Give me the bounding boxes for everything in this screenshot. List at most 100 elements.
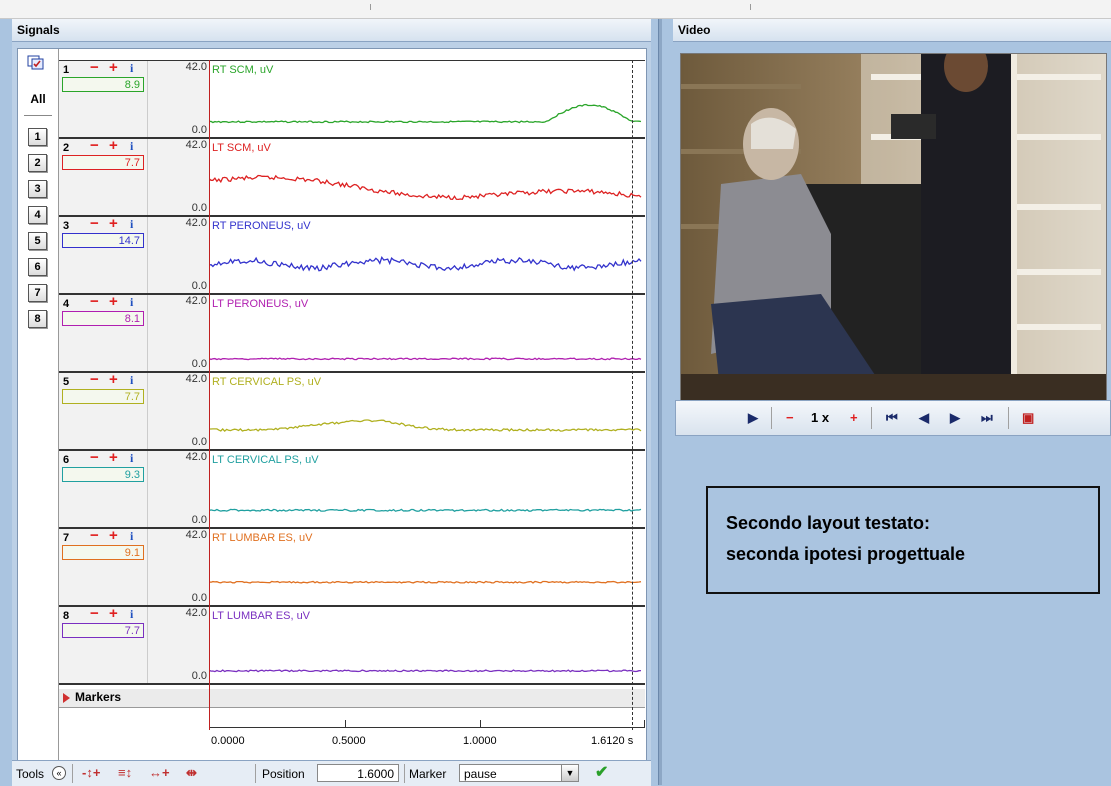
channel-value: 9.1	[62, 545, 144, 560]
playback-cursor[interactable]	[209, 60, 210, 730]
channel-label: RT PERONEUS, uV	[212, 220, 311, 232]
scale-max: 42.0	[185, 529, 207, 541]
channel-plot[interactable]: RT PERONEUS, uV	[209, 217, 645, 293]
channel-trace	[209, 419, 642, 432]
plus-icon[interactable]: +	[109, 605, 118, 622]
trace-line	[209, 419, 642, 432]
scale-min: 0.0	[191, 202, 207, 214]
expand-markers-icon[interactable]	[63, 693, 70, 703]
channel-label: LT CERVICAL PS, uV	[212, 454, 319, 466]
channel-scale: 42.0 0.0	[147, 373, 210, 449]
annotation-box: Secondo layout testato: seconda ipotesi …	[706, 486, 1100, 594]
step-back-icon[interactable]: ◀︎	[919, 410, 929, 425]
channel-plot[interactable]: LT CERVICAL PS, uV	[209, 451, 645, 527]
fit-horizontal-icon[interactable]: ⇹	[186, 765, 197, 780]
toolbar-separator	[72, 764, 73, 783]
plus-icon[interactable]: +	[109, 527, 118, 544]
channel-button-6[interactable]: 6	[28, 258, 47, 276]
markers-row[interactable]: Markers	[59, 689, 645, 708]
scale-max: 42.0	[185, 373, 207, 385]
scale-min: 0.0	[191, 514, 207, 526]
plus-icon[interactable]: +	[850, 410, 858, 425]
minus-icon[interactable]: −	[90, 59, 99, 76]
minus-icon[interactable]: −	[90, 371, 99, 388]
position-input[interactable]: 1.6000	[317, 764, 399, 782]
channel-controls: 5 − + i 7.7	[59, 371, 147, 449]
channel-plot[interactable]: LT SCM, uV	[209, 139, 645, 215]
info-icon[interactable]: i	[130, 217, 134, 231]
channel-plot[interactable]: LT LUMBAR ES, uV	[209, 607, 645, 683]
channel-scale: 42.0 0.0	[147, 529, 210, 605]
channel-plot[interactable]: RT LUMBAR ES, uV	[209, 529, 645, 605]
channel-plot[interactable]: RT CERVICAL PS, uV	[209, 373, 645, 449]
expand-vertical-icon[interactable]: -↕+	[82, 765, 101, 780]
channel-button-1[interactable]: 1	[28, 128, 47, 146]
check-icon[interactable]: ✔	[595, 764, 609, 781]
minus-icon[interactable]: −	[90, 605, 99, 622]
plus-icon[interactable]: +	[109, 293, 118, 310]
panel-splitter[interactable]	[658, 19, 662, 785]
plus-icon[interactable]: +	[109, 449, 118, 466]
channel-button-4[interactable]: 4	[28, 206, 47, 224]
export-icon[interactable]: ▣	[1022, 410, 1035, 425]
channel-button-8[interactable]: 8	[28, 310, 47, 328]
step-forward-icon[interactable]: ▶︎	[950, 410, 960, 425]
info-icon[interactable]: i	[130, 295, 134, 309]
minus-icon[interactable]: −	[90, 137, 99, 154]
channel-scale: 42.0 0.0	[147, 607, 210, 683]
channel-label: LT SCM, uV	[212, 142, 271, 154]
info-icon[interactable]: i	[130, 61, 134, 75]
channel-number: 8	[63, 610, 70, 622]
markers-label: Markers	[75, 690, 122, 704]
minus-icon[interactable]: −	[786, 410, 794, 425]
trace-line	[209, 580, 642, 584]
minus-icon[interactable]: −	[90, 293, 99, 310]
minus-icon[interactable]: −	[90, 527, 99, 544]
info-icon[interactable]: i	[130, 607, 134, 621]
scale-min: 0.0	[191, 436, 207, 448]
time-tick	[345, 720, 346, 728]
plus-icon[interactable]: +	[109, 215, 118, 232]
selector-divider	[24, 115, 52, 116]
channel-plot[interactable]: LT PERONEUS, uV	[209, 295, 645, 371]
channel-label: RT CERVICAL PS, uV	[212, 376, 322, 388]
fit-vertical-icon[interactable]: ≡↕	[118, 765, 133, 780]
plus-icon[interactable]: +	[109, 137, 118, 154]
info-icon[interactable]: i	[130, 451, 134, 465]
time-tick	[480, 720, 481, 728]
channel-button-7[interactable]: 7	[28, 284, 47, 302]
plus-icon[interactable]: +	[109, 59, 118, 76]
all-channels-button[interactable]: All	[30, 92, 46, 106]
channel-button-5[interactable]: 5	[28, 232, 47, 250]
channel-row: 2 − + i 7.7 42.0 0.0 LT SCM, uV	[59, 137, 645, 217]
trace-line	[209, 357, 642, 361]
controls-separator	[1008, 407, 1009, 429]
skip-first-icon[interactable]: ⏮	[886, 410, 898, 425]
info-icon[interactable]: i	[130, 373, 134, 387]
minus-icon[interactable]: −	[90, 449, 99, 466]
strip-tick	[370, 4, 371, 10]
skip-last-icon[interactable]: ⏭	[981, 410, 993, 425]
expand-horizontal-icon[interactable]: ↔+	[149, 765, 170, 780]
controls-separator	[871, 407, 872, 429]
info-icon[interactable]: i	[130, 529, 134, 543]
info-icon[interactable]: i	[130, 139, 134, 153]
signals-panel: Signals All 1 2 3 4 5 6 7 8 1− + i 8.9 42.0 0…	[12, 19, 651, 786]
marker-select[interactable]: pause ▼	[459, 764, 579, 782]
channel-scale: 42.0 0.0	[147, 139, 210, 215]
chevron-down-icon[interactable]: ▼	[561, 765, 578, 781]
channel-button-2[interactable]: 2	[28, 154, 47, 172]
play-icon[interactable]: ▶	[748, 410, 758, 425]
channel-number: 5	[63, 376, 70, 388]
channel-row: 6 − + i 9.3 42.0 0.0 LT CERVICAL PS, uV	[59, 449, 645, 529]
channels-top-rule	[59, 60, 645, 61]
plus-icon[interactable]: +	[109, 371, 118, 388]
select-channels-icon[interactable]	[27, 55, 45, 70]
channel-number: 3	[63, 220, 70, 232]
annotation-line-1: Secondo layout testato:	[726, 513, 931, 533]
channel-button-3[interactable]: 3	[28, 180, 47, 198]
collapse-tools-icon[interactable]: «	[52, 766, 66, 780]
minus-icon[interactable]: −	[90, 215, 99, 232]
channel-plot[interactable]: RT SCM, uV	[209, 61, 645, 137]
channel-controls: 2 − + i 7.7	[59, 137, 147, 215]
